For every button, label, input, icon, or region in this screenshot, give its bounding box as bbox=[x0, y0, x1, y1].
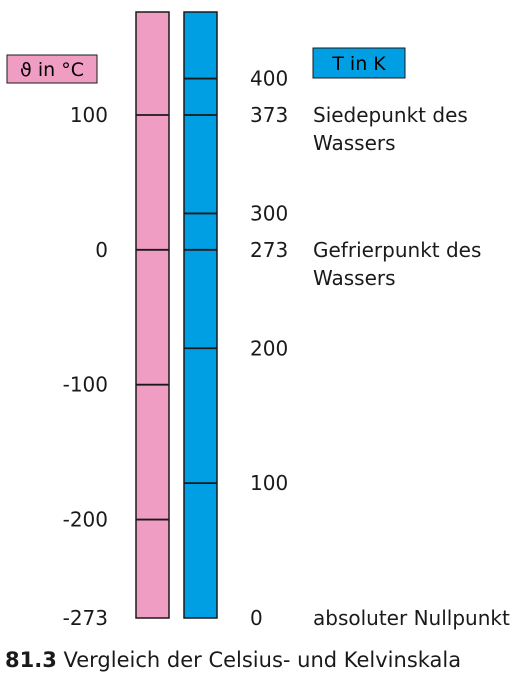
kelvin-tick-label: 0 bbox=[250, 606, 263, 630]
figure-caption: 81.3 Vergleich der Celsius- und Kelvinsk… bbox=[5, 648, 461, 672]
celsius-tick-labels: 100 0 -100 -200 -273 bbox=[63, 103, 108, 630]
kelvin-tick-label: 300 bbox=[250, 201, 288, 225]
annotation-line: Wassers bbox=[313, 131, 396, 155]
kelvin-unit-label-box: T in K bbox=[312, 47, 406, 79]
figure-number: 81.3 bbox=[5, 648, 57, 672]
annotation-line: Gefrierpunkt des bbox=[313, 238, 481, 262]
annotation-line: Wassers bbox=[313, 266, 396, 290]
annotation-line: Siedepunkt des bbox=[313, 103, 468, 127]
kelvin-tick-label: 100 bbox=[250, 471, 288, 495]
celsius-tick-label: 0 bbox=[95, 238, 108, 262]
celsius-tick-group bbox=[136, 114, 169, 521]
temperature-scale-diagram: 100 0 -100 -200 -273 400 373 300 273 200 100 0 Sie… bbox=[6, 11, 510, 630]
kelvin-unit-label: T in K bbox=[331, 53, 386, 75]
figure-caption-text: Vergleich der Celsius- und Kelvinskala bbox=[63, 648, 462, 672]
kelvin-tick-label: 200 bbox=[250, 336, 288, 360]
kelvin-tick-label: 400 bbox=[250, 67, 288, 91]
kelvin-tick-label: 273 bbox=[250, 238, 288, 262]
kelvin-bar bbox=[183, 11, 218, 619]
kelvin-tick-label: 373 bbox=[250, 103, 288, 127]
celsius-tick-label: 100 bbox=[70, 103, 108, 127]
kelvin-tick-labels: 400 373 300 273 200 100 0 bbox=[250, 67, 288, 630]
celsius-unit-label-box: ϑ in °C bbox=[6, 54, 98, 84]
celsius-unit-label: ϑ in °C bbox=[20, 59, 84, 81]
celsius-tick-label: -100 bbox=[63, 373, 108, 397]
kelvin-tick-group bbox=[184, 77, 217, 485]
celsius-tick-label: -200 bbox=[63, 508, 108, 532]
celsius-tick-label: -273 bbox=[63, 606, 108, 630]
celsius-bar bbox=[135, 11, 170, 619]
annotation-labels: Siedepunkt des Wassers Gefrierpunkt des Was… bbox=[313, 103, 510, 630]
annotation-line: absoluter Nullpunkt bbox=[313, 606, 510, 630]
